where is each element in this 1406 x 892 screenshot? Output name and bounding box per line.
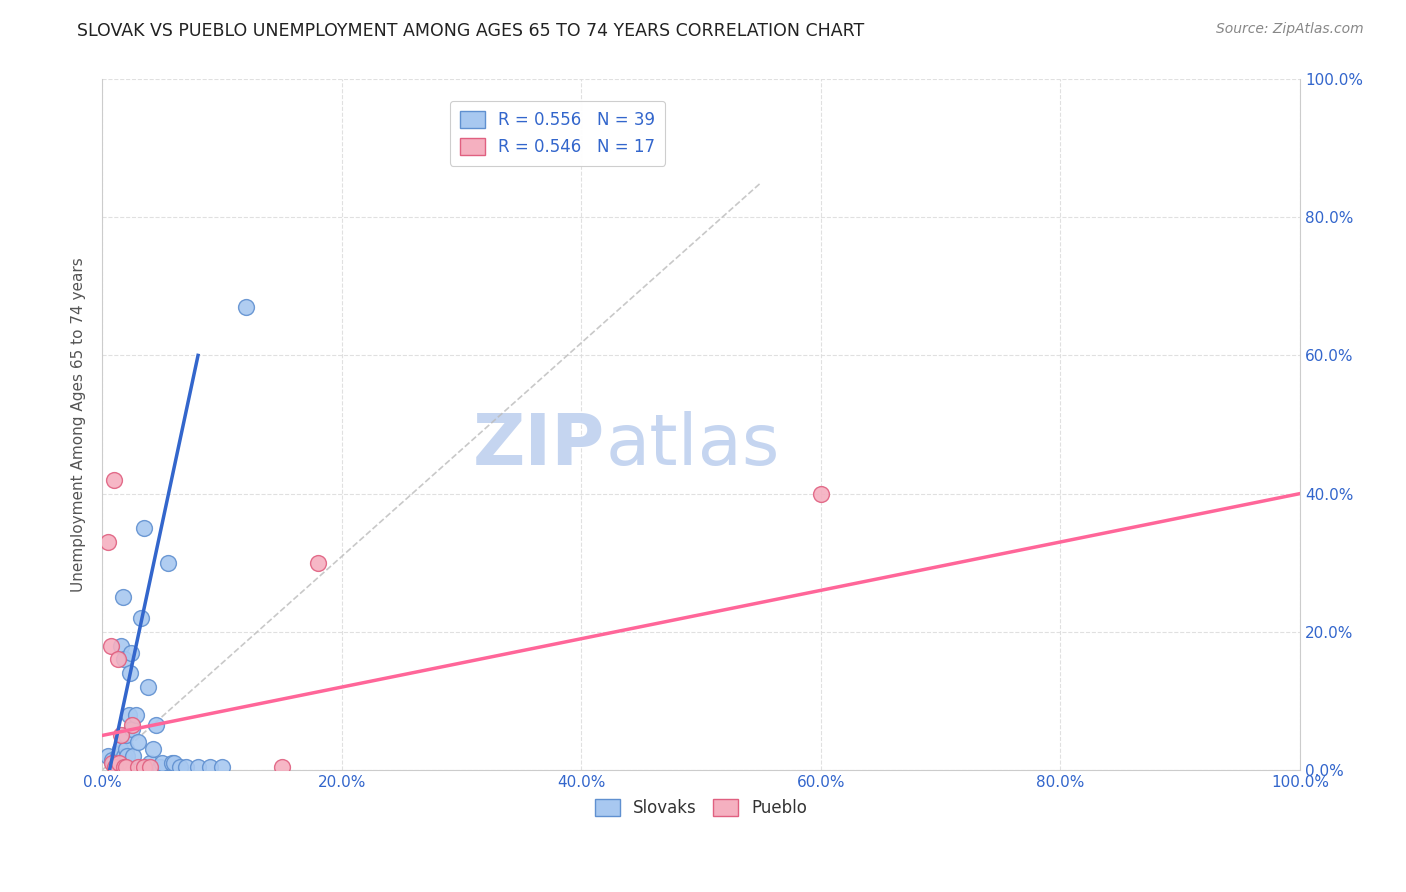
Point	[105, 753, 128, 767]
Point	[112, 759, 135, 773]
Point	[110, 639, 132, 653]
Point	[117, 749, 139, 764]
Point	[118, 666, 141, 681]
Point	[108, 746, 131, 760]
Point	[108, 756, 131, 770]
Point	[235, 300, 257, 314]
Point	[121, 718, 143, 732]
Point	[211, 759, 233, 773]
Point	[129, 611, 152, 625]
Point	[125, 707, 148, 722]
Point	[141, 742, 163, 756]
Point	[149, 759, 172, 773]
Point	[157, 556, 180, 570]
Point	[120, 646, 142, 660]
Point	[104, 759, 127, 773]
Point	[108, 742, 131, 756]
Point	[810, 486, 832, 500]
Point	[187, 759, 209, 773]
Point	[174, 759, 197, 773]
Point	[103, 473, 125, 487]
Point	[270, 759, 292, 773]
Point	[97, 749, 120, 764]
Point	[134, 521, 156, 535]
Point	[134, 759, 156, 773]
Point	[97, 535, 120, 549]
Point	[307, 556, 329, 570]
Text: Source: ZipAtlas.com: Source: ZipAtlas.com	[1216, 22, 1364, 37]
Point	[169, 759, 191, 773]
Point	[101, 756, 124, 770]
Point	[115, 759, 138, 773]
Point	[112, 652, 135, 666]
Point	[160, 756, 183, 770]
Legend: Slovaks, Pueblo: Slovaks, Pueblo	[588, 792, 814, 824]
Text: SLOVAK VS PUEBLO UNEMPLOYMENT AMONG AGES 65 TO 74 YEARS CORRELATION CHART: SLOVAK VS PUEBLO UNEMPLOYMENT AMONG AGES…	[77, 22, 865, 40]
Point	[145, 718, 167, 732]
Point	[112, 749, 135, 764]
Point	[115, 742, 138, 756]
Point	[111, 591, 134, 605]
Point	[110, 728, 132, 742]
Point	[198, 759, 221, 773]
Point	[122, 749, 145, 764]
Point	[139, 759, 162, 773]
Point	[117, 707, 139, 722]
Point	[163, 756, 186, 770]
Text: ZIP: ZIP	[472, 410, 606, 480]
Point	[127, 759, 149, 773]
Point	[139, 756, 162, 770]
Point	[103, 756, 125, 770]
Point	[103, 756, 125, 770]
Point	[107, 652, 129, 666]
Point	[127, 735, 149, 749]
Point	[136, 680, 159, 694]
Point	[107, 749, 129, 764]
Point	[115, 728, 138, 742]
Point	[101, 753, 124, 767]
Point	[150, 756, 173, 770]
Point	[121, 722, 143, 736]
Point	[100, 639, 122, 653]
Text: atlas: atlas	[606, 410, 780, 480]
Y-axis label: Unemployment Among Ages 65 to 74 years: Unemployment Among Ages 65 to 74 years	[72, 257, 86, 592]
